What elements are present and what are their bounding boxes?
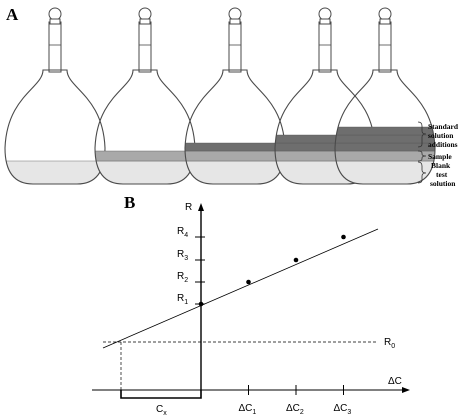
graph: R ΔC R0 Cx R4 R3 R2 R1 ΔC1 ΔC2 ΔC3 [92,202,410,416]
flask-neck [48,21,62,73]
standard-layer [185,142,285,152]
y-axis-arrowhead [198,203,204,211]
flask-neck [378,21,392,73]
r0-label: R0 [384,337,395,350]
flask-bulb [184,69,286,185]
x-tick-label: ΔC1 [239,403,257,416]
flask-bulb [334,69,436,185]
standard-layer [335,126,435,136]
blank-layer [5,160,105,184]
data-points [198,234,346,307]
legend-blank-line-1: Blank [431,161,451,170]
panel-b-letter: B [124,193,135,212]
stopper-collar [49,18,61,25]
stopper-knob [318,7,332,21]
y-axis-label: R [185,202,192,213]
legend-standard-line-3: additions [428,140,458,149]
stopper-collar [139,18,151,25]
flask-group [4,7,436,185]
panel-a-letter: A [6,5,19,24]
volumetric-flask [4,7,106,185]
blank-brace [417,161,427,184]
stopper-knob [228,7,242,21]
liquid-layers [335,126,435,184]
liquid-layers [5,160,105,184]
legend-blank-line-2: test [436,170,448,179]
flask-bulb [94,69,196,185]
sample-layer [95,150,195,162]
data-point [246,279,251,285]
x-axis-label: ΔC [388,376,402,387]
standard-layer [335,134,435,144]
standard-layer [335,142,435,152]
standard-layer [275,134,375,144]
stopper-knob [138,7,152,21]
y-tick-label: R4 [177,226,188,239]
flask-neck [228,21,242,73]
stopper-knob [378,7,392,21]
panel-a-legend: Standard solution additions Sample Blank… [417,121,459,188]
volumetric-flask [94,7,196,185]
data-point [341,234,346,240]
x-axis-ticks: ΔC1 ΔC2 ΔC3 [239,385,352,416]
sample-layer [185,150,285,162]
volumetric-flask [334,7,436,185]
cx-bracket [120,390,202,399]
data-point [293,257,299,263]
volumetric-flask [184,7,286,185]
blank-layer [185,160,285,184]
flask-neck [138,21,152,73]
cx-label: Cx [156,404,167,416]
y-tick-label: R2 [177,271,188,284]
legend-sample: Sample [428,152,452,161]
x-tick-label: ΔC2 [286,403,304,416]
x-tick-label: ΔC3 [334,403,352,416]
stopper-collar [229,18,241,25]
data-point [198,301,204,307]
y-tick-label: R1 [177,293,188,306]
stopper-knob [48,7,62,21]
flask-bulb [4,69,106,185]
volumetric-flask [274,7,376,185]
liquid-layers [185,142,285,184]
stopper-collar [319,18,331,25]
legend-standard-line-2: solution [428,131,454,140]
stopper-collar [379,18,391,25]
regression-line [102,228,379,349]
sample-brace [417,150,427,162]
standard-brace [417,121,427,148]
legend-blank-line-3: solution [430,179,456,188]
blank-layer [95,160,195,184]
y-tick-label: R3 [177,249,188,262]
flask-bulb [274,69,376,185]
legend-standard-line-1: Standard [428,122,459,131]
liquid-layers [95,150,195,184]
x-axis-arrowhead [402,387,410,393]
flask-neck [318,21,332,73]
